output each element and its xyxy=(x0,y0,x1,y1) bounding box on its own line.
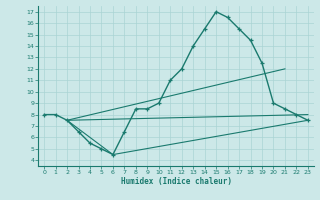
X-axis label: Humidex (Indice chaleur): Humidex (Indice chaleur) xyxy=(121,177,231,186)
